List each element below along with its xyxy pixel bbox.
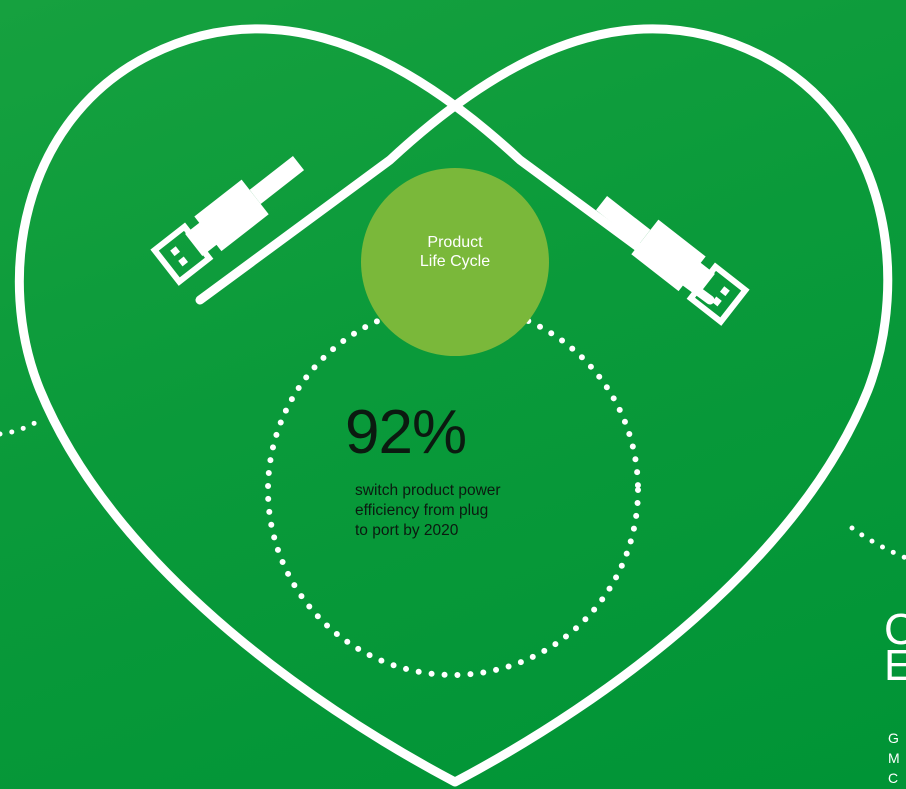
stat-description-line: switch product power <box>355 482 501 499</box>
product-life-cycle-bubble <box>361 168 549 356</box>
stat-description: switch product power efficiency from plu… <box>355 481 555 541</box>
stat-value: 92% <box>345 398 467 467</box>
edge-title: C E <box>884 605 906 690</box>
bubble-label-line: Life Cycle <box>419 253 491 270</box>
bubble-label-line: Product <box>427 234 483 251</box>
left-dotted-fragment <box>0 417 43 437</box>
bubble-label: Product Life Cycle <box>361 233 549 271</box>
usb-plug-icon <box>595 195 750 326</box>
usb-plug-icon <box>150 155 305 286</box>
stat-description-line: to port by 2020 <box>355 522 459 539</box>
edge-subtitle-line: G <box>888 730 899 746</box>
stat-description-line: efficiency from plug <box>355 502 489 519</box>
edge-title-line: C <box>884 605 906 654</box>
edge-title-line: E <box>884 641 906 690</box>
right-dotted-fragment <box>849 525 906 561</box>
edge-subtitle-line: M <box>888 750 900 766</box>
edge-subtitle: G M C <box>888 728 900 788</box>
edge-subtitle-line: C <box>888 770 899 786</box>
heart-cable-outline <box>14 24 893 787</box>
